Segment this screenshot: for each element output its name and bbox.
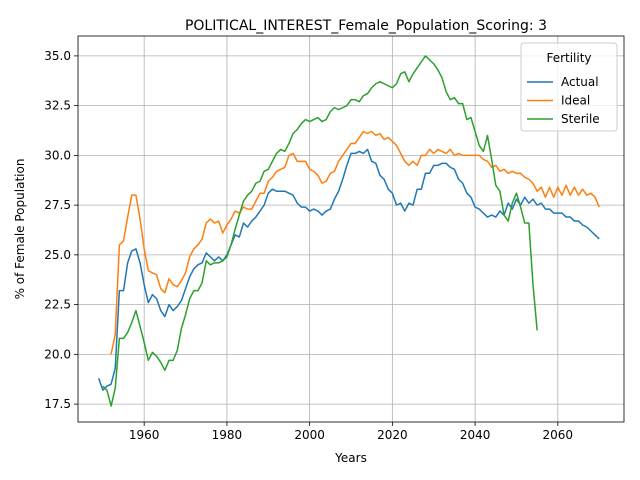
series-line-actual: [97, 148, 600, 391]
y-axis-ticks: 17.5 20.0 22.5 25.0 27.5 30.0 32.5 35.0: [44, 49, 78, 411]
x-tick-label: 2020: [377, 428, 408, 442]
y-tick-label: 27.5: [44, 198, 71, 212]
legend-title: Fertility: [546, 51, 591, 65]
x-tick-label: 2040: [460, 428, 491, 442]
y-axis-label: % of Female Population: [13, 159, 27, 300]
x-axis-ticks: 1960 1980 2000 2020 2040 2060: [129, 422, 573, 442]
legend-label-ideal: Ideal: [561, 94, 590, 108]
x-axis-label: Years: [334, 451, 367, 465]
y-tick-label: 30.0: [44, 148, 71, 162]
y-tick-label: 22.5: [44, 298, 71, 312]
x-tick-label: 2000: [294, 428, 325, 442]
series-line-ideal: [110, 130, 600, 355]
y-tick-label: 32.5: [44, 99, 71, 113]
series-line-sterile: [102, 55, 538, 407]
x-tick-label: 1980: [212, 428, 243, 442]
chart-title: POLITICAL_INTEREST_Female_Population_Sco…: [185, 18, 547, 34]
legend: Fertility Actual Ideal Sterile: [520, 42, 618, 132]
legend-label-actual: Actual: [561, 75, 599, 89]
y-tick-label: 25.0: [44, 248, 71, 262]
x-tick-label: 2060: [543, 428, 574, 442]
legend-label-sterile: Sterile: [561, 112, 600, 126]
x-tick-label: 1960: [129, 428, 160, 442]
y-tick-label: 17.5: [44, 397, 71, 411]
series-lines: [97, 55, 600, 407]
plot-area-frame: [77, 35, 625, 423]
y-tick-label: 20.0: [44, 347, 71, 361]
y-tick-label: 35.0: [44, 49, 71, 63]
legend-entries: Actual Ideal Sterile: [527, 75, 600, 126]
legend-box: [520, 42, 618, 132]
